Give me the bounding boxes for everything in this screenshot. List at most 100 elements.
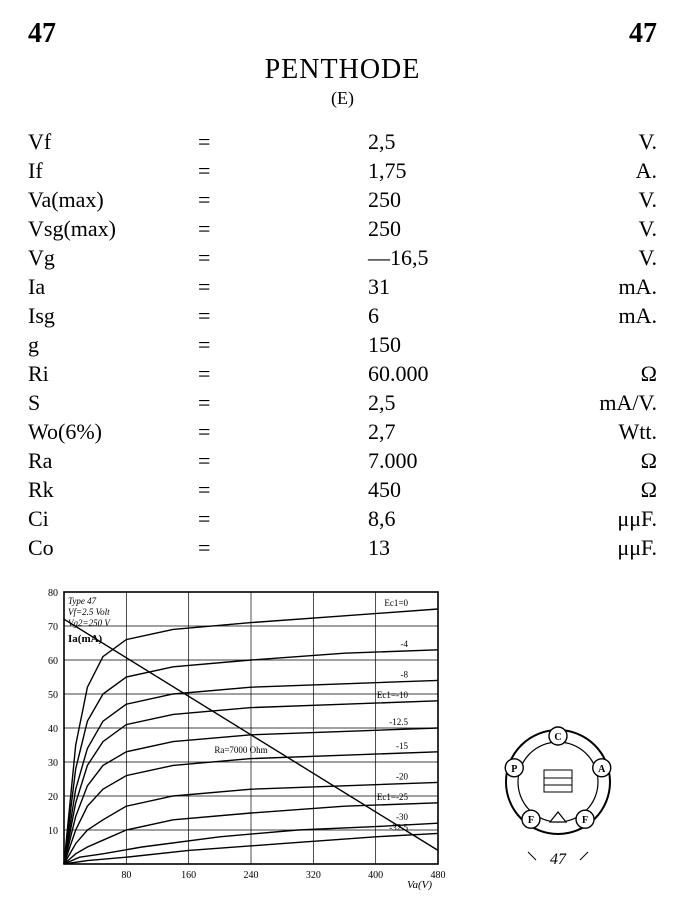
- spec-eq: =: [198, 301, 308, 330]
- spec-unit: mA/V.: [567, 388, 657, 417]
- svg-text:A: A: [598, 764, 606, 775]
- spec-row: Va(max)=250V.: [28, 185, 657, 214]
- spec-eq: =: [198, 446, 308, 475]
- spec-eq: =: [198, 272, 308, 301]
- svg-text:Ec1=-10: Ec1=-10: [377, 690, 409, 700]
- page-subtitle: (E): [28, 88, 657, 109]
- spec-unit: V.: [567, 127, 657, 156]
- spec-row: Vg=—16,5V.: [28, 243, 657, 272]
- svg-text:-12.5: -12.5: [389, 717, 408, 727]
- spec-unit: Wtt.: [567, 417, 657, 446]
- spec-row: Co=13μμF.: [28, 533, 657, 562]
- svg-text:80: 80: [121, 870, 131, 881]
- spec-unit: Ω: [567, 475, 657, 504]
- svg-text:Ia(mA): Ia(mA): [68, 633, 103, 645]
- spec-param: If: [28, 156, 198, 185]
- spec-row: Vsg(max)=250V.: [28, 214, 657, 243]
- spec-param: Va(max): [28, 185, 198, 214]
- spec-value: 60.000: [308, 359, 567, 388]
- spec-eq: =: [198, 388, 308, 417]
- tube-number-left: 47: [28, 18, 56, 50]
- tube-number-right: 47: [629, 18, 657, 50]
- spec-param: Isg: [28, 301, 198, 330]
- spec-unit: [567, 330, 657, 359]
- svg-text:Type 47: Type 47: [68, 596, 97, 606]
- spec-param: Ia: [28, 272, 198, 301]
- svg-text:10: 10: [48, 826, 58, 837]
- spec-unit: A.: [567, 156, 657, 185]
- svg-text:20: 20: [48, 792, 58, 803]
- spec-eq: =: [198, 214, 308, 243]
- spec-unit: mA.: [567, 301, 657, 330]
- spec-param: Vg: [28, 243, 198, 272]
- spec-value: 1,75: [308, 156, 567, 185]
- svg-text:480: 480: [431, 870, 446, 881]
- svg-text:Va(V): Va(V): [407, 879, 432, 891]
- svg-text:P: P: [511, 764, 517, 775]
- svg-text:70: 70: [48, 622, 58, 633]
- spec-row: If=1,75A.: [28, 156, 657, 185]
- spec-row: Isg=6mA.: [28, 301, 657, 330]
- svg-text:47: 47: [550, 851, 567, 868]
- spec-param: Vsg(max): [28, 214, 198, 243]
- spec-eq: =: [198, 330, 308, 359]
- svg-text:40: 40: [48, 724, 58, 735]
- svg-text:-30: -30: [396, 813, 408, 823]
- spec-table: Vf=2,5V.If=1,75A.Va(max)=250V.Vsg(max)=2…: [28, 127, 657, 562]
- spec-unit: μμF.: [567, 533, 657, 562]
- svg-text:60: 60: [48, 656, 58, 667]
- spec-row: Ia=31mA.: [28, 272, 657, 301]
- svg-text:-8: -8: [401, 670, 409, 680]
- spec-value: 150: [308, 330, 567, 359]
- svg-text:Ec1=0: Ec1=0: [384, 598, 408, 608]
- spec-row: g=150: [28, 330, 657, 359]
- spec-value: 2,5: [308, 388, 567, 417]
- spec-row: Wo(6%)=2,7Wtt.: [28, 417, 657, 446]
- spec-unit: Ω: [567, 359, 657, 388]
- spec-param: Vf: [28, 127, 198, 156]
- spec-param: Rk: [28, 475, 198, 504]
- spec-value: 7.000: [308, 446, 567, 475]
- svg-text:-20: -20: [396, 772, 408, 782]
- spec-value: 2,5: [308, 127, 567, 156]
- svg-text:-4: -4: [401, 639, 409, 649]
- svg-text:30: 30: [48, 758, 58, 769]
- characteristics-chart: 801602403204004801020304050607080Ec1=0-4…: [28, 582, 448, 892]
- spec-value: 13: [308, 533, 567, 562]
- spec-value: —16,5: [308, 243, 567, 272]
- spec-value: 6: [308, 301, 567, 330]
- svg-text:80: 80: [48, 588, 58, 599]
- spec-param: Wo(6%): [28, 417, 198, 446]
- svg-text:-15: -15: [396, 741, 408, 751]
- svg-text:Ra=7000 Ohm: Ra=7000 Ohm: [214, 745, 267, 755]
- spec-eq: =: [198, 243, 308, 272]
- spec-eq: =: [198, 533, 308, 562]
- spec-value: 31: [308, 272, 567, 301]
- svg-text:F: F: [582, 816, 588, 827]
- spec-row: S=2,5mA/V.: [28, 388, 657, 417]
- spec-row: Rk=450Ω: [28, 475, 657, 504]
- spec-value: 8,6: [308, 504, 567, 533]
- svg-text:240: 240: [244, 870, 259, 881]
- spec-row: Ci=8,6μμF.: [28, 504, 657, 533]
- spec-param: Ra: [28, 446, 198, 475]
- spec-param: Ci: [28, 504, 198, 533]
- svg-text:F: F: [528, 816, 534, 827]
- spec-value: 2,7: [308, 417, 567, 446]
- spec-eq: =: [198, 156, 308, 185]
- spec-row: Ri=60.000Ω: [28, 359, 657, 388]
- svg-text:Vg2=250 V: Vg2=250 V: [68, 618, 111, 628]
- spec-unit: Ω: [567, 446, 657, 475]
- spec-param: Ri: [28, 359, 198, 388]
- svg-text:320: 320: [306, 870, 321, 881]
- spec-unit: V.: [567, 243, 657, 272]
- spec-eq: =: [198, 359, 308, 388]
- spec-param: g: [28, 330, 198, 359]
- spec-unit: mA.: [567, 272, 657, 301]
- pinout-diagram: C A F F P 47: [488, 717, 628, 882]
- spec-eq: =: [198, 185, 308, 214]
- spec-value: 250: [308, 214, 567, 243]
- spec-row: Vf=2,5V.: [28, 127, 657, 156]
- svg-text:C: C: [554, 732, 561, 743]
- spec-eq: =: [198, 127, 308, 156]
